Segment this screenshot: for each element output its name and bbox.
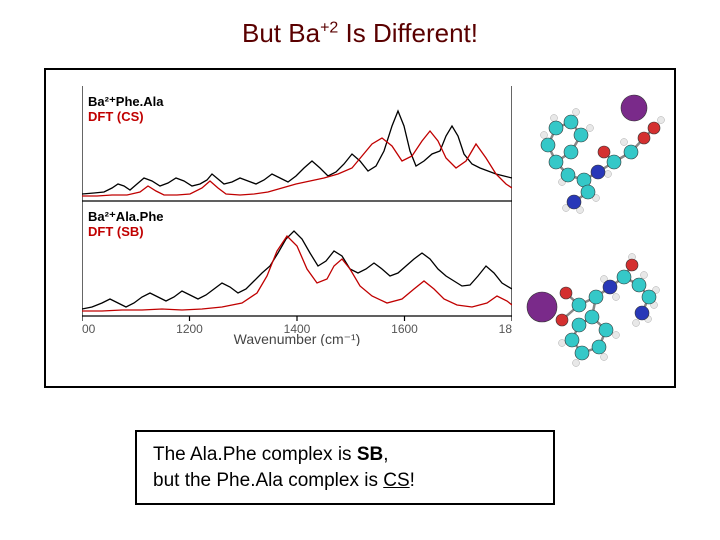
conclusion-2a: but the Phe.Ala complex is [153,470,383,491]
conclusion-1b: , [383,444,388,465]
panel1-dft-trace [82,131,512,196]
panel1-exp-label: Ba²⁺Phe.Ala [88,94,164,109]
panel-top: Ba²⁺Phe.Ala DFT (CS) [82,94,512,196]
figure-container: 10001200140016001800 Wavenumber (cm⁻¹) B… [44,68,676,388]
svg-text:1800: 1800 [499,322,512,336]
svg-text:1000: 1000 [82,322,96,336]
title-super: +2 [320,19,338,36]
molecule-0 [526,80,666,220]
panel1-dft-label: DFT (CS) [88,109,144,124]
panel1-exp-trace [82,111,512,194]
axis-frame [82,86,512,316]
panel-bottom: Ba²⁺Ala.Phe DFT (SB) [82,209,512,311]
conclusion-1a: The Ala.Phe complex is [153,444,357,465]
conclusion-2b: ! [410,470,415,491]
title-prefix: But Ba [242,18,320,48]
panel2-dft-label: DFT (SB) [88,224,144,239]
slide-title: But Ba+2 Is Different! [0,18,720,49]
panel2-dft-trace [82,236,512,311]
title-suffix: Is Different! [338,18,478,48]
svg-text:1200: 1200 [176,322,203,336]
panel2-exp-label: Ba²⁺Ala.Phe [88,209,164,224]
spectra-plot: 10001200140016001800 Wavenumber (cm⁻¹) B… [82,86,512,346]
conclusion-cs: CS [383,470,409,491]
x-axis-label: Wavenumber (cm⁻¹) [234,331,361,346]
conclusion-box: The Ala.Phe complex is SB, but the Phe.A… [135,430,555,505]
panel2-exp-trace [82,231,512,309]
molecule-1 [524,235,669,370]
svg-text:1600: 1600 [391,322,418,336]
conclusion-sb: SB [357,444,383,465]
